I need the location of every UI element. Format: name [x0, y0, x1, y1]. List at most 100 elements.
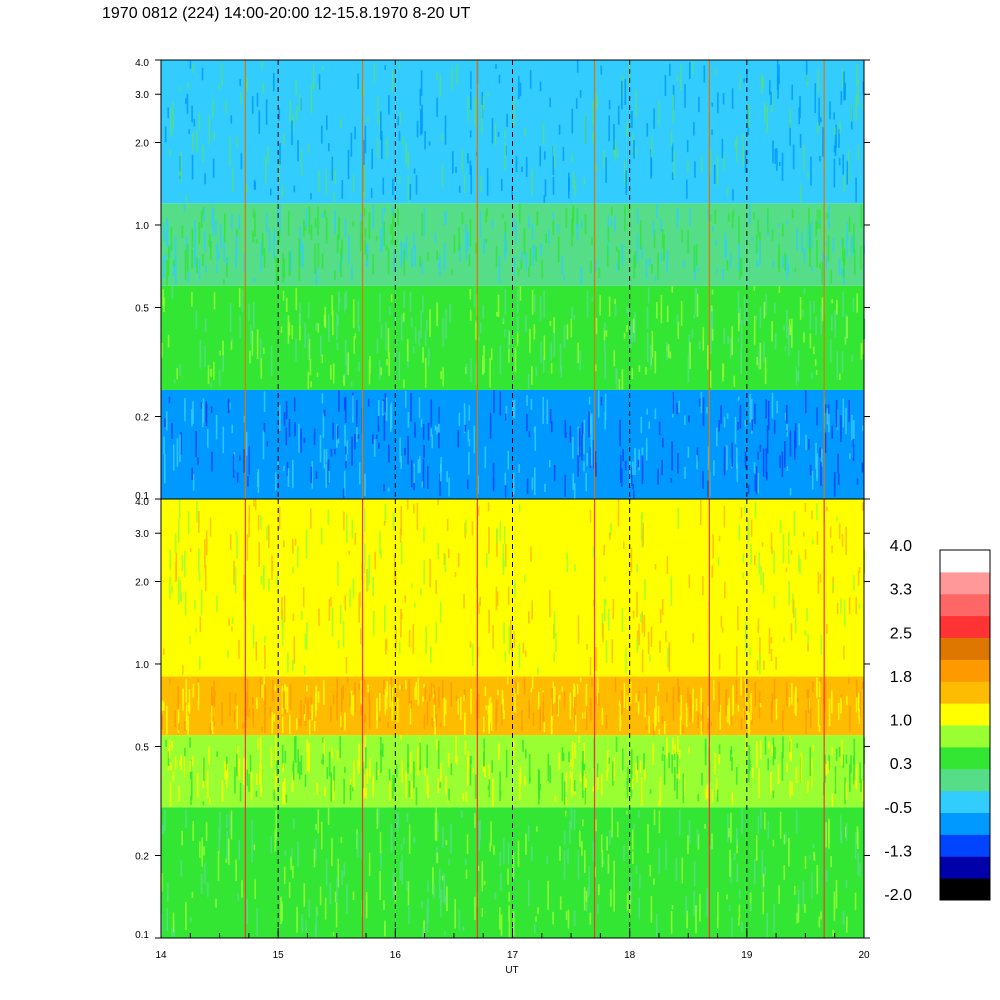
- heatmap-streak: [641, 511, 643, 519]
- heatmap-streak: [311, 461, 313, 489]
- heatmap-streak: [461, 809, 463, 818]
- heatmap-streak: [363, 679, 366, 698]
- heatmap-streak: [595, 259, 597, 272]
- heatmap-streak: [303, 704, 305, 714]
- heatmap-streak: [479, 820, 482, 841]
- heatmap-streak: [420, 70, 423, 96]
- heatmap-streak: [198, 571, 201, 582]
- heatmap-streak: [642, 522, 644, 547]
- heatmap-streak: [377, 807, 380, 828]
- heatmap-streak: [818, 681, 821, 697]
- heatmap-streak: [352, 578, 355, 599]
- heatmap-streak: [347, 352, 349, 375]
- heatmap-streak: [446, 886, 448, 912]
- heatmap-streak: [171, 285, 174, 299]
- heatmap-streak: [839, 121, 841, 134]
- heatmap-streak: [404, 448, 406, 456]
- heatmap-streak: [739, 74, 741, 91]
- heatmap-streak: [499, 345, 502, 375]
- heatmap-streak: [779, 161, 781, 166]
- heatmap-streak: [574, 697, 576, 725]
- heatmap-streak: [437, 777, 440, 794]
- heatmap-streak: [541, 259, 543, 280]
- heatmap-streak: [243, 253, 246, 272]
- heatmap-streak: [161, 913, 163, 936]
- heatmap-streak: [603, 328, 606, 341]
- heatmap-streak: [221, 63, 223, 87]
- heatmap-streak: [817, 699, 820, 727]
- heatmap-streak: [503, 710, 506, 719]
- heatmap-streak: [695, 243, 698, 266]
- heatmap-streak: [283, 778, 286, 805]
- colorbar-segment: [940, 615, 990, 638]
- heatmap-streak: [573, 179, 576, 197]
- heatmap-streak: [410, 316, 413, 328]
- heatmap-streak: [774, 303, 776, 313]
- heatmap-streak: [621, 690, 623, 715]
- heatmap-streak: [177, 706, 180, 734]
- heatmap-streak: [749, 647, 751, 656]
- heatmap-streak: [367, 398, 370, 407]
- heatmap-streak: [607, 609, 610, 631]
- heatmap-streak: [285, 297, 288, 312]
- heatmap-streak: [268, 228, 271, 254]
- heatmap-streak: [261, 61, 263, 70]
- heatmap-streak: [184, 591, 187, 616]
- heatmap-streak: [728, 697, 730, 723]
- heatmap-streak: [613, 757, 616, 781]
- heatmap-streak: [378, 442, 380, 449]
- heatmap-streak: [256, 702, 258, 710]
- heatmap-streak: [632, 610, 635, 619]
- heatmap-streak: [654, 408, 657, 419]
- heatmap-streak: [481, 862, 484, 892]
- heatmap-streak: [256, 697, 258, 705]
- heatmap-streak: [678, 766, 681, 780]
- heatmap-streak: [632, 484, 634, 490]
- heatmap-streak: [501, 178, 503, 191]
- heatmap-streak: [563, 274, 565, 281]
- heatmap-streak: [629, 891, 631, 917]
- heatmap-streak: [836, 516, 838, 521]
- heatmap-streak: [426, 701, 429, 726]
- heatmap-streak: [325, 858, 328, 886]
- heatmap-streak: [759, 740, 762, 760]
- heatmap-streak: [750, 903, 752, 911]
- heatmap-streak: [799, 558, 801, 575]
- heatmap-streak: [805, 61, 808, 82]
- heatmap-streak: [595, 647, 597, 671]
- heatmap-streak: [342, 621, 345, 648]
- heatmap-streak: [726, 186, 729, 196]
- heatmap-streak: [226, 257, 228, 278]
- heatmap-streak: [463, 593, 465, 609]
- heatmap-streak: [422, 928, 424, 938]
- heatmap-streak: [450, 682, 453, 707]
- heatmap-streak: [727, 335, 729, 344]
- heatmap-streak: [554, 155, 556, 169]
- heatmap-streak: [445, 775, 447, 795]
- heatmap-streak: [420, 310, 422, 339]
- heatmap-streak: [656, 302, 658, 319]
- heatmap-streak: [542, 396, 544, 424]
- heatmap-streak: [846, 160, 849, 185]
- heatmap-streak: [335, 902, 338, 928]
- heatmap-streak: [215, 898, 217, 908]
- heatmap-streak: [270, 188, 272, 196]
- heatmap-streak: [376, 434, 378, 439]
- heatmap-streak: [623, 161, 626, 187]
- heatmap-streak: [354, 333, 357, 339]
- heatmap-streak: [287, 315, 290, 344]
- heatmap-streak: [405, 680, 407, 690]
- heatmap-streak: [588, 396, 591, 405]
- heatmap-streak: [853, 738, 856, 765]
- heatmap-streak: [401, 759, 403, 783]
- heatmap-streak: [756, 357, 758, 366]
- colorbar-segment: [940, 790, 990, 813]
- heatmap-streak: [163, 232, 166, 242]
- heatmap-streak: [421, 104, 423, 134]
- heatmap-streak: [584, 850, 586, 874]
- heatmap-streak: [661, 715, 664, 725]
- heatmap-streak: [688, 820, 691, 844]
- heatmap-streak: [759, 703, 762, 708]
- heatmap-streak: [456, 63, 458, 85]
- heatmap-streak: [743, 78, 745, 83]
